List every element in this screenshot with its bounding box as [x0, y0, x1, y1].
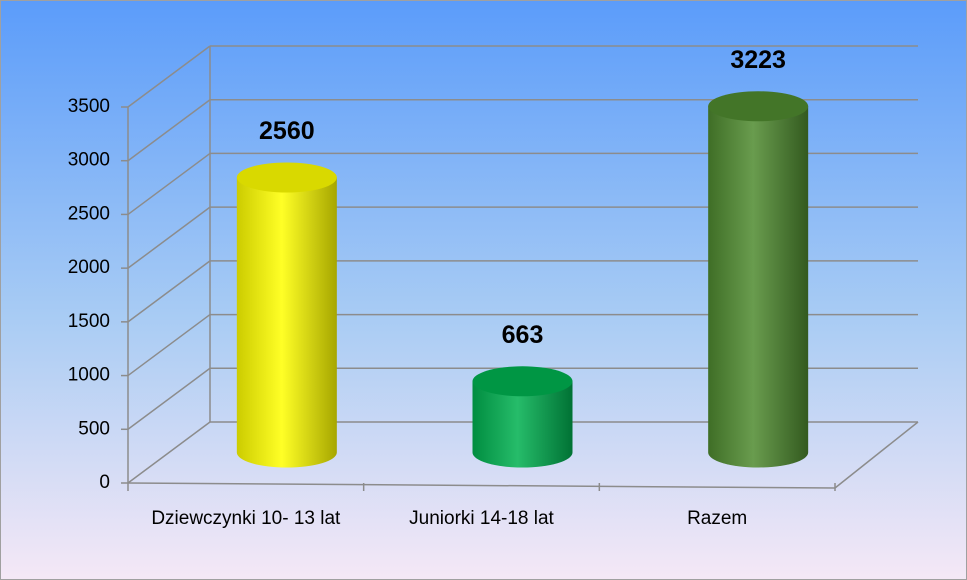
bar-top: [708, 91, 809, 122]
bar-top: [236, 162, 337, 193]
grid-line: [127, 152, 211, 216]
y-tick-label: 3500: [68, 96, 110, 117]
bar: [236, 177, 337, 468]
grid-line: [127, 206, 211, 269]
bar-top: [472, 366, 573, 397]
y-tick-label: 500: [78, 418, 110, 439]
bar: [708, 106, 809, 468]
y-tick-label: 2500: [68, 203, 110, 224]
y-tick-label: 1000: [68, 365, 110, 386]
floor-right-edge: [834, 421, 919, 489]
grid-line: [127, 45, 211, 108]
x-tick-label: Razem: [687, 508, 748, 529]
floor-front-edge: [127, 482, 836, 489]
value-label: 2560: [259, 117, 315, 145]
grid-line: [127, 421, 211, 484]
value-label: 3223: [730, 46, 786, 74]
bar: [472, 381, 573, 468]
grid-line: [127, 260, 211, 323]
value-label: 663: [502, 321, 544, 349]
y-tick-label: 3000: [68, 150, 110, 171]
grid-line: [127, 99, 211, 162]
y-tick-label: 2000: [68, 257, 110, 278]
x-tick-label: Dziewczynki 10- 13 lat: [151, 508, 341, 529]
grid-line: [127, 367, 211, 430]
grid-line: [127, 313, 211, 377]
x-tick-label: Juniorki 14-18 lat: [409, 508, 554, 529]
y-tick-label: 0: [99, 472, 110, 493]
y-tick-label: 1500: [68, 311, 110, 332]
